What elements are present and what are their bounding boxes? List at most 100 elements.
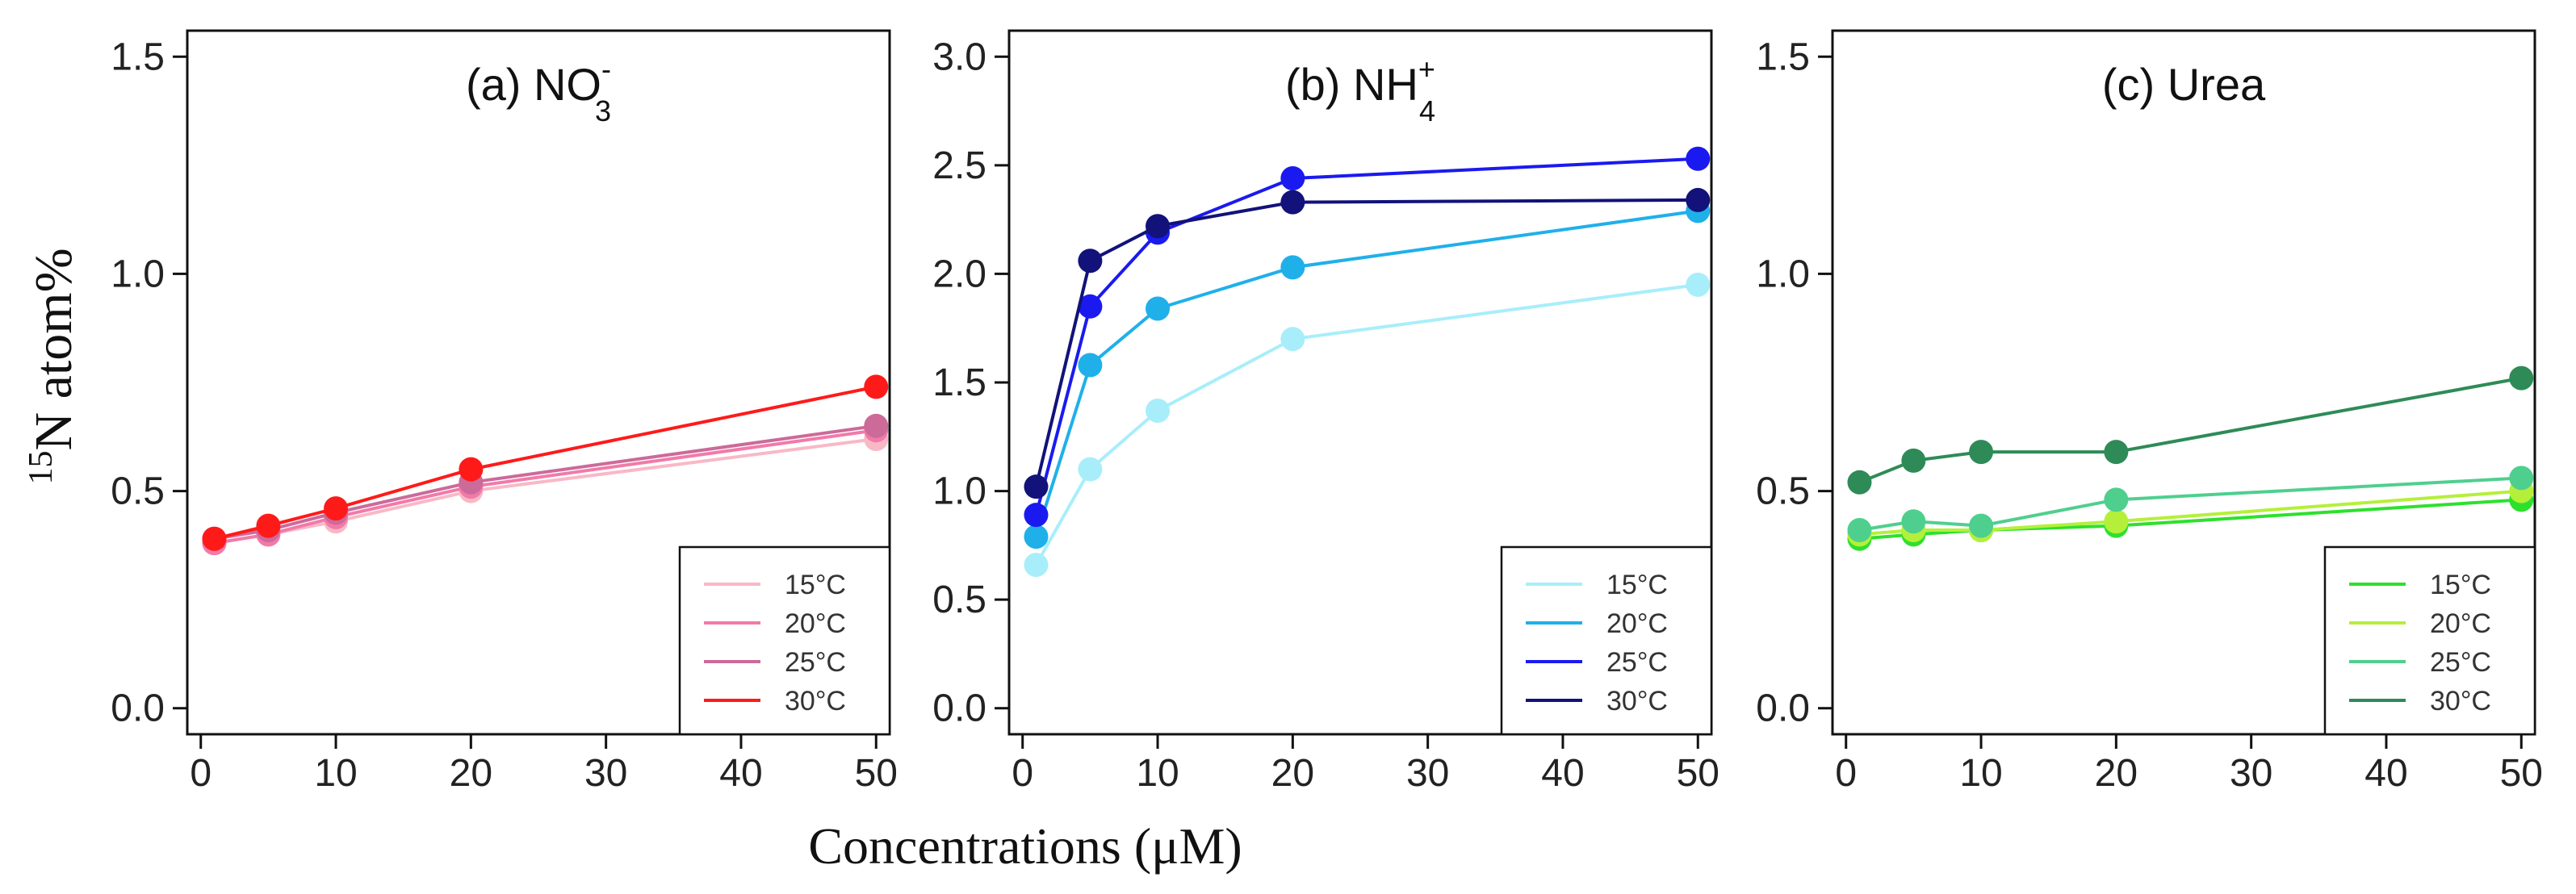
y-tick-label: 0.5: [111, 470, 165, 513]
panel-title: (b) NH+ 4: [1285, 52, 1435, 127]
x-tick-label: 40: [719, 752, 762, 795]
legend: 15°C 20°C 25°C 30°C: [678, 545, 891, 736]
data-point: [324, 496, 349, 521]
data-point: [1686, 187, 1711, 212]
panels: 0.00.51.01.50 10 20 30 40 50(a) NO-315°C20°C2…: [111, 29, 2543, 795]
series-3: [1847, 366, 2534, 495]
data-point: [1078, 353, 1103, 378]
series-line: [1034, 209, 1698, 537]
y-tick-label: 1.5: [111, 36, 165, 78]
x-tick-label: 0: [1012, 752, 1033, 795]
panel-title: (a) NO- 3: [466, 52, 611, 127]
x-tick-label: 0: [190, 752, 212, 795]
x-tick-label: 10: [1959, 752, 2002, 795]
y-tick-label: 1.5: [1756, 36, 1810, 78]
panel-a: 0.0 0.5 1.0 1.5 0 10 20 30 40 50 (a) NO- 3 15°C 20°C 2…: [111, 29, 898, 795]
legend-label: 20°C: [2430, 608, 2491, 639]
series-3: [202, 374, 889, 551]
data-point: [2104, 509, 2129, 534]
legend-label: 15°C: [2430, 570, 2491, 600]
series-line: [1034, 198, 1698, 487]
data-point: [1078, 457, 1103, 482]
panel-title-prefix: (b): [1285, 59, 1353, 110]
data-point: [1280, 327, 1305, 352]
data-point: [1901, 448, 1926, 473]
series-2: [1847, 466, 2534, 543]
legend-label: 25°C: [785, 647, 846, 678]
panel-title-prefix: (a): [466, 59, 534, 110]
x-tick-label: 50: [2500, 752, 2543, 795]
panel-c: 0.0 0.5 1.0 1.5 0 10 20 30 40 50 (c) Urea 15°C 20°C 2…: [1756, 29, 2543, 795]
data-point: [1280, 255, 1305, 280]
legend: 15°C 20°C 25°C 30°C: [2323, 545, 2536, 736]
data-point: [1024, 503, 1049, 528]
panel-title-superscript: -: [601, 52, 611, 86]
series-line: [1859, 489, 2522, 537]
legend-label: 15°C: [785, 570, 846, 600]
x-tick-label: 40: [2364, 752, 2407, 795]
x-tick-label: 0: [1835, 752, 1857, 795]
y-tick-label: 0.5: [1756, 470, 1810, 513]
data-point: [1847, 518, 1872, 543]
y-tick-label: 2.0: [932, 253, 986, 295]
panel-title: (c) Urea: [2102, 59, 2266, 110]
x-tick-label: 10: [1136, 752, 1179, 795]
series-1: [1024, 198, 1711, 549]
data-point: [1969, 440, 1994, 465]
data-point: [202, 526, 227, 551]
legend-label: 25°C: [1606, 647, 1668, 678]
data-point: [1969, 513, 1994, 538]
data-point: [2509, 366, 2534, 391]
x-tick-label: 50: [1677, 752, 1719, 795]
series-line: [1034, 157, 1698, 516]
y-tick-label: 0.0: [932, 687, 986, 730]
legend-box: [2323, 545, 2536, 736]
x-tick-label: 20: [450, 752, 492, 795]
legend-box: [1500, 545, 1713, 736]
y-tick-label: 0.0: [111, 687, 165, 730]
x-tick-label: 20: [1271, 752, 1314, 795]
series-3: [1024, 187, 1711, 499]
data-point: [1146, 398, 1171, 423]
y-axis-label: 15N atom%: [23, 248, 83, 484]
series-line: [213, 385, 877, 541]
y-axis-label-main: N atom%: [24, 248, 83, 450]
y-tick-label: 1.0: [111, 253, 165, 295]
series-line: [1859, 498, 2522, 541]
data-point: [1280, 190, 1305, 215]
x-tick-label: 50: [855, 752, 898, 795]
data-point: [256, 513, 281, 538]
data-point: [2104, 440, 2129, 465]
series-2: [1024, 146, 1711, 528]
legend-label: 25°C: [2430, 647, 2491, 678]
x-tick-label: 30: [584, 752, 627, 795]
legend-label: 30°C: [2430, 686, 2491, 716]
data-point: [1280, 166, 1305, 191]
data-point: [1686, 146, 1711, 171]
data-point: [2509, 466, 2534, 491]
y-tick-label: 0.5: [932, 579, 986, 621]
legend: 15°C 20°C 25°C 30°C: [1500, 545, 1713, 736]
x-tick-label: 20: [2095, 752, 2138, 795]
y-axis-label-superscript: 15: [23, 451, 60, 485]
panel-title-subscript: 3: [595, 94, 611, 127]
data-point: [1847, 470, 1872, 495]
y-tick-label: 2.5: [932, 144, 986, 187]
panel-title-prefix: (c): [2102, 59, 2168, 110]
series-0: [1024, 272, 1711, 578]
x-tick-label: 40: [1541, 752, 1584, 795]
panel-title-main: Urea: [2168, 59, 2266, 110]
x-tick-label: 10: [314, 752, 357, 795]
plot-frame: [186, 29, 891, 736]
panel-title-main: NH: [1353, 59, 1418, 110]
legend-label: 20°C: [785, 608, 846, 639]
data-point: [864, 413, 889, 438]
data-point: [1024, 524, 1049, 549]
data-point: [1078, 249, 1103, 274]
legend-label: 15°C: [1606, 570, 1668, 600]
y-tick-label: 0.0: [1756, 687, 1810, 730]
plot-frame: [1831, 29, 2536, 736]
y-tick-label: 1.0: [1756, 253, 1810, 295]
data-point: [2104, 487, 2129, 512]
data-point: [1024, 553, 1049, 578]
